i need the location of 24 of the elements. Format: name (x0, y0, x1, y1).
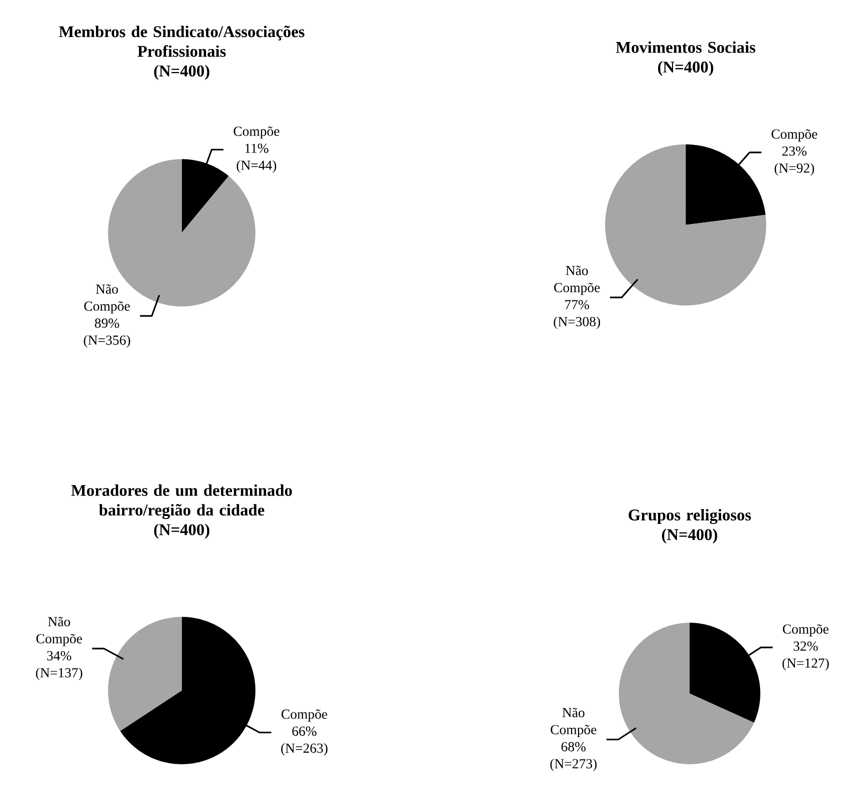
chart-subtitle: (N=400) (662, 528, 718, 544)
slice-label: Não Compõe (550, 708, 596, 738)
chart-title: Moradores de um determinado bairro/região da cidade (71, 484, 292, 520)
chart-title: Grupos religiosos (628, 509, 751, 524)
data-label: 66% (N=263) (281, 726, 328, 756)
slice-label: Não Compõe (84, 284, 130, 314)
data-label: 68% (N=273) (550, 742, 597, 772)
chart-subtitle: (N=400) (658, 61, 714, 76)
data-label: 23% (N=92) (774, 146, 814, 176)
chart-title: Movimentos Sociais (616, 42, 756, 54)
data-label: 11% (N=44) (236, 144, 276, 173)
data-label: 77% (N=308) (554, 300, 600, 330)
chart-subtitle: (N=400) (154, 524, 210, 539)
data-label: 34% (N=137) (36, 651, 82, 680)
chart-title: Membros de Sindicato/Associações Profissionais (58, 26, 304, 57)
chart-subtitle: (N=400) (154, 65, 210, 80)
data-label: 89% (N=356) (84, 318, 130, 348)
slice-label: Não Compõe (554, 266, 600, 296)
slice-label: Compõe (234, 126, 280, 139)
slice-label: Compõe (772, 129, 818, 142)
slice-label: Compõe (282, 710, 328, 722)
slice-label: Não Compõe (36, 617, 82, 646)
data-label: 32% (N=127) (782, 642, 829, 671)
slice-label: Compõe (782, 624, 828, 637)
